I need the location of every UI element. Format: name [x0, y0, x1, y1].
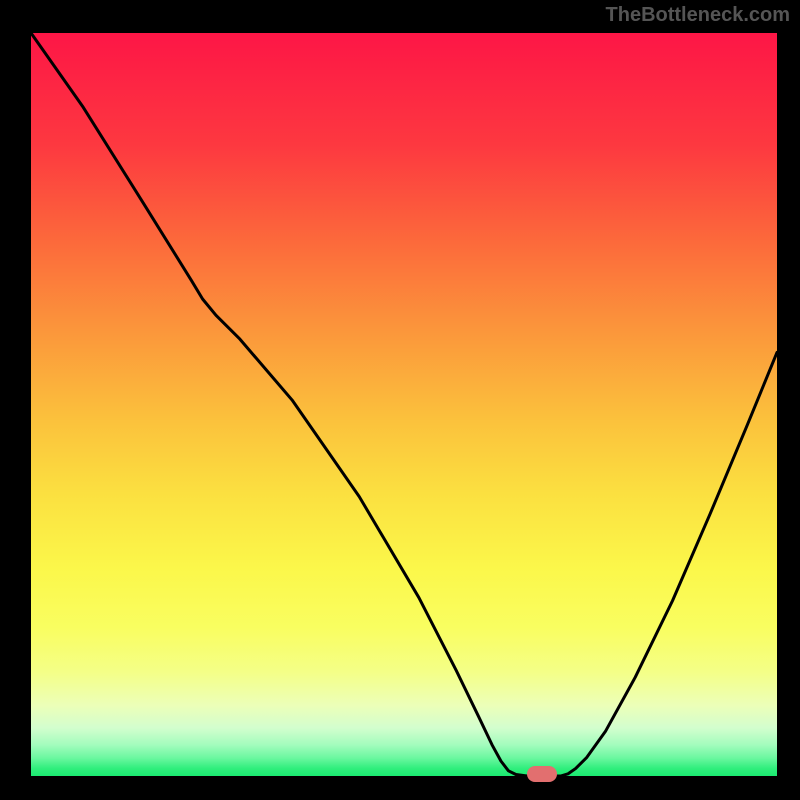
chart-frame: [25, 27, 783, 782]
chart-root: { "watermark": { "text": "TheBottleneck.…: [0, 0, 800, 800]
bottleneck-curve-svg: [31, 33, 777, 776]
optimal-point-marker: [527, 766, 557, 782]
bottleneck-curve: [31, 33, 777, 776]
watermark-text: TheBottleneck.com: [606, 4, 790, 27]
